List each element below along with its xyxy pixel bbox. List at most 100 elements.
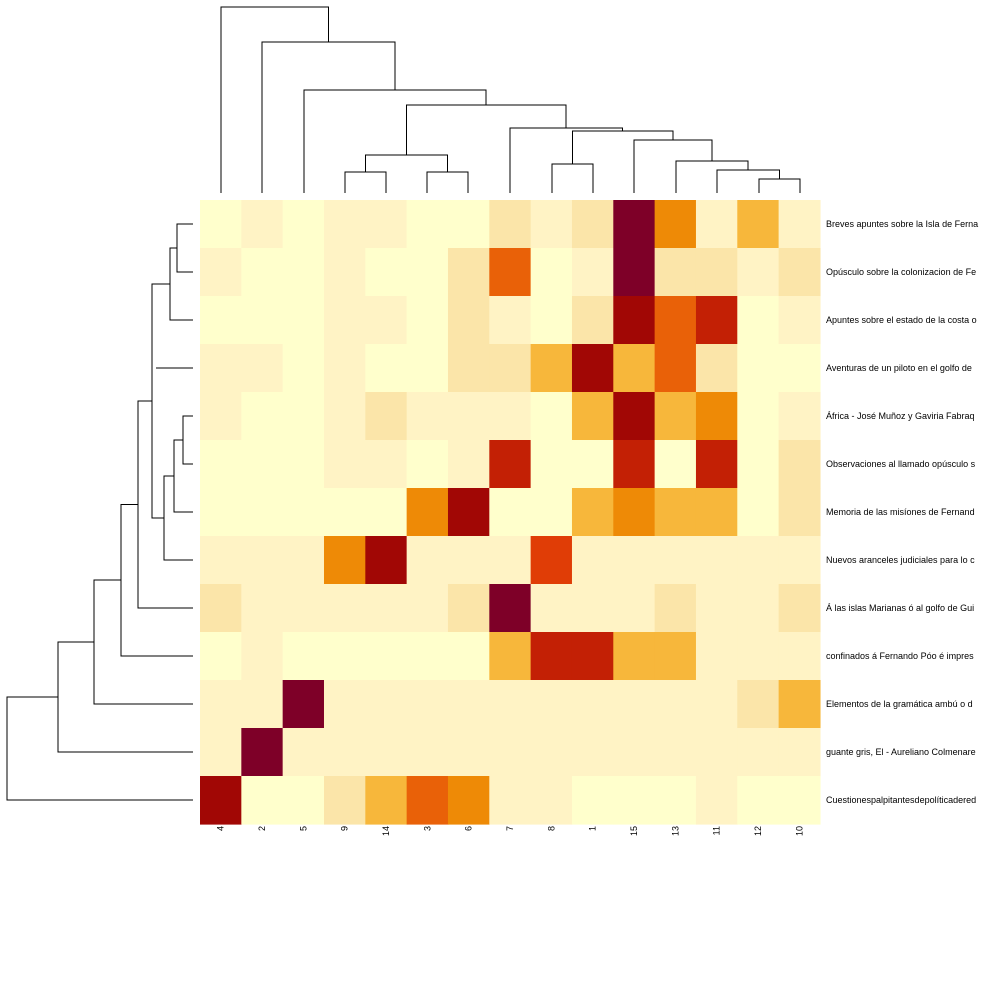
column-label: 1 [588, 826, 598, 831]
heatmap-cell [695, 296, 738, 345]
column-dendrogram-branch [633, 139, 713, 193]
heatmap-cell [613, 200, 656, 249]
row-label: Cuestionespalpitantesdepolíticadered [826, 795, 976, 805]
heatmap-cell [323, 344, 366, 393]
row-label: Breves apuntes sobre la Isla de Ferna [826, 219, 978, 229]
heatmap-cell [241, 536, 284, 585]
heatmap-cell [695, 536, 738, 585]
heatmap-cell [406, 344, 449, 393]
heatmap-cell [241, 680, 284, 729]
row-dendrogram-branch [151, 283, 170, 519]
heatmap-cell [695, 680, 738, 729]
column-dendrogram-branch [716, 169, 780, 193]
column-label: 13 [670, 826, 680, 836]
heatmap-cell [778, 632, 821, 681]
heatmap-cell [365, 776, 408, 825]
row-label: Opúsculo sobre la colonizacion de Fe [826, 267, 976, 277]
heatmap-cell [241, 296, 284, 345]
heatmap-cell [282, 488, 325, 537]
heatmap-cell [613, 488, 656, 537]
heatmap-cell [365, 632, 408, 681]
heatmap-cell [241, 776, 284, 825]
row-label: Elementos de la gramática ambú o d [826, 699, 973, 709]
heatmap-cell [571, 296, 614, 345]
heatmap-cell [737, 584, 780, 633]
row-label: África - José Muñoz y Gaviria Fabraq [826, 411, 975, 421]
heatmap-cell [613, 392, 656, 441]
heatmap-cell [571, 200, 614, 249]
heatmap-cell [365, 680, 408, 729]
heatmap-cell [406, 584, 449, 633]
heatmap-cell [323, 632, 366, 681]
heatmap-cell [365, 728, 408, 777]
heatmap-cell [282, 440, 325, 489]
column-label: 15 [629, 826, 639, 836]
heatmap-cell [406, 728, 449, 777]
heatmap-cell [489, 536, 532, 585]
heatmap-cell [571, 536, 614, 585]
heatmap-cell [282, 680, 325, 729]
heatmap-cell [323, 728, 366, 777]
heatmap-cell [530, 440, 573, 489]
heatmap-cell [695, 632, 738, 681]
heatmap-cell [282, 248, 325, 297]
heatmap-cell [406, 248, 449, 297]
heatmap-cell [241, 632, 284, 681]
heatmap-cell [323, 440, 366, 489]
heatmap-cell [778, 200, 821, 249]
heatmap-cell [200, 776, 242, 825]
heatmap-cell [613, 632, 656, 681]
heatmap-cell [613, 680, 656, 729]
heatmap-cell [241, 200, 284, 249]
heatmap-cell [406, 776, 449, 825]
heatmap-cell [323, 248, 366, 297]
heatmap-cell [571, 440, 614, 489]
heatmap-cell [489, 200, 532, 249]
row-dendrogram-branch [169, 247, 193, 321]
heatmap-cell [778, 392, 821, 441]
heatmap-cell [282, 344, 325, 393]
heatmap-cell [323, 488, 366, 537]
heatmap-cell [530, 488, 573, 537]
heatmap-cell [613, 728, 656, 777]
heatmap-cell [489, 680, 532, 729]
heatmap-cell [323, 776, 366, 825]
row-dendrogram-branch [93, 579, 193, 705]
heatmap-cell [323, 680, 366, 729]
heatmap-cell [200, 392, 242, 441]
heatmap-cell [200, 536, 242, 585]
heatmap-cell [571, 776, 614, 825]
heatmap-cell [406, 536, 449, 585]
heatmap-cell [530, 296, 573, 345]
heatmap-cell [613, 440, 656, 489]
heatmap-cell [406, 632, 449, 681]
heatmap-cell [778, 248, 821, 297]
heatmap-cell [365, 488, 408, 537]
heatmap-cell [282, 536, 325, 585]
heatmap-cell [489, 344, 532, 393]
heatmap-cell [489, 248, 532, 297]
heatmap-cell [695, 488, 738, 537]
heatmap-cell [489, 776, 532, 825]
heatmap-cell [365, 584, 408, 633]
heatmap-cell [613, 776, 656, 825]
heatmap-cell [737, 680, 780, 729]
heatmap-cell [530, 344, 573, 393]
heatmap-cell [489, 584, 532, 633]
row-label: Memoria de las misíones de Fernand [826, 507, 975, 517]
heatmap-cell [737, 200, 780, 249]
heatmap-cell [778, 344, 821, 393]
column-label: 12 [753, 826, 763, 836]
heatmap-cell [323, 392, 366, 441]
heatmap-cell [282, 776, 325, 825]
heatmap-cell [778, 296, 821, 345]
heatmap-cell [571, 728, 614, 777]
row-label: Observaciones al llamado opúsculo s [826, 459, 976, 469]
heatmap-cell [654, 392, 697, 441]
heatmap-cell [406, 680, 449, 729]
heatmap-cell [200, 728, 242, 777]
heatmap-cell [447, 344, 490, 393]
heatmap-cell [778, 680, 821, 729]
heatmap-cell [447, 536, 490, 585]
